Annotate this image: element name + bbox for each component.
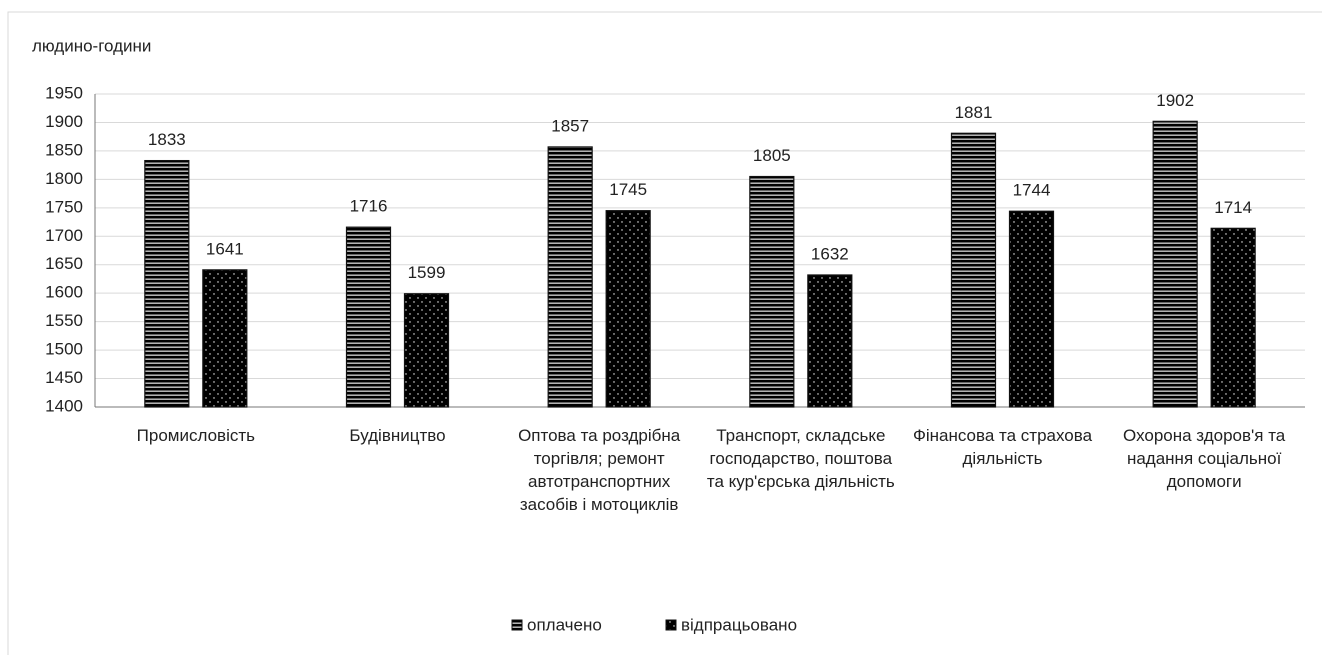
x-tick-label: Фінансова та страхова діяльність xyxy=(912,426,1093,468)
legend-swatch xyxy=(511,619,523,631)
y-tick-label: 1600 xyxy=(45,283,83,302)
y-tick-label: 1750 xyxy=(45,197,83,216)
data-label: 1857 xyxy=(551,116,589,135)
y-tick-label: 1800 xyxy=(45,169,83,188)
bar xyxy=(807,274,853,408)
bar xyxy=(605,210,651,408)
bar-group xyxy=(1210,227,1256,408)
bar xyxy=(403,293,450,408)
legend-item: відпрацьовано xyxy=(665,615,797,634)
bar-group xyxy=(403,293,450,408)
bar xyxy=(1008,210,1055,408)
bar-group xyxy=(950,132,997,408)
y-axis-label: людино-години xyxy=(32,36,151,55)
data-label: 1716 xyxy=(350,197,388,216)
bar xyxy=(749,175,795,408)
data-label: 1902 xyxy=(1156,91,1194,110)
y-tick-label: 1850 xyxy=(45,140,83,159)
bar xyxy=(345,226,392,408)
bar-group xyxy=(547,146,593,408)
legend-swatch xyxy=(665,619,677,631)
data-label: 1641 xyxy=(206,239,244,258)
bar xyxy=(950,132,997,408)
y-tick-label: 1900 xyxy=(45,112,83,131)
x-tick-label: Охорона здоров'я та надання соціальної д… xyxy=(1123,426,1286,491)
x-tick-label: Будівництво xyxy=(349,426,446,445)
legend-label: відпрацьовано xyxy=(681,615,797,634)
data-label: 1805 xyxy=(753,146,791,165)
x-tick-label: Транспорт, складське господарство, пошто… xyxy=(706,426,895,491)
bar-group xyxy=(1008,210,1055,408)
data-label: 1833 xyxy=(148,130,186,149)
bar xyxy=(1152,120,1198,408)
legend-label: оплачено xyxy=(527,615,602,634)
y-tick-label: 1500 xyxy=(45,340,83,359)
x-tick-label: Промисловість xyxy=(136,426,255,445)
data-label: 1599 xyxy=(408,263,446,282)
data-label: 1745 xyxy=(609,180,647,199)
data-label: 1632 xyxy=(811,244,849,263)
bar-group xyxy=(202,269,248,408)
bar-group xyxy=(345,226,392,408)
bar xyxy=(547,146,593,408)
y-tick-label: 1650 xyxy=(45,254,83,273)
chart-border xyxy=(7,11,1322,655)
y-tick-label: 1950 xyxy=(45,83,83,102)
y-tick-label: 1700 xyxy=(45,226,83,245)
bar xyxy=(202,269,248,408)
bar-group xyxy=(605,210,651,408)
bar-group xyxy=(1152,120,1198,408)
y-tick-label: 1400 xyxy=(45,396,83,415)
data-label: 1714 xyxy=(1214,198,1252,217)
y-tick-label: 1450 xyxy=(45,368,83,387)
y-tick-label: 1550 xyxy=(45,311,83,330)
x-tick-label: Оптова та роздрібна торгівля; ремонт авт… xyxy=(518,426,681,514)
legend-item: оплачено xyxy=(511,615,602,634)
bar-group xyxy=(749,175,795,408)
bar xyxy=(144,159,190,408)
bar xyxy=(1210,227,1256,408)
data-label: 1881 xyxy=(955,103,993,122)
data-label: 1744 xyxy=(1013,181,1051,200)
bar-group xyxy=(144,159,190,408)
bar-group xyxy=(807,274,853,408)
